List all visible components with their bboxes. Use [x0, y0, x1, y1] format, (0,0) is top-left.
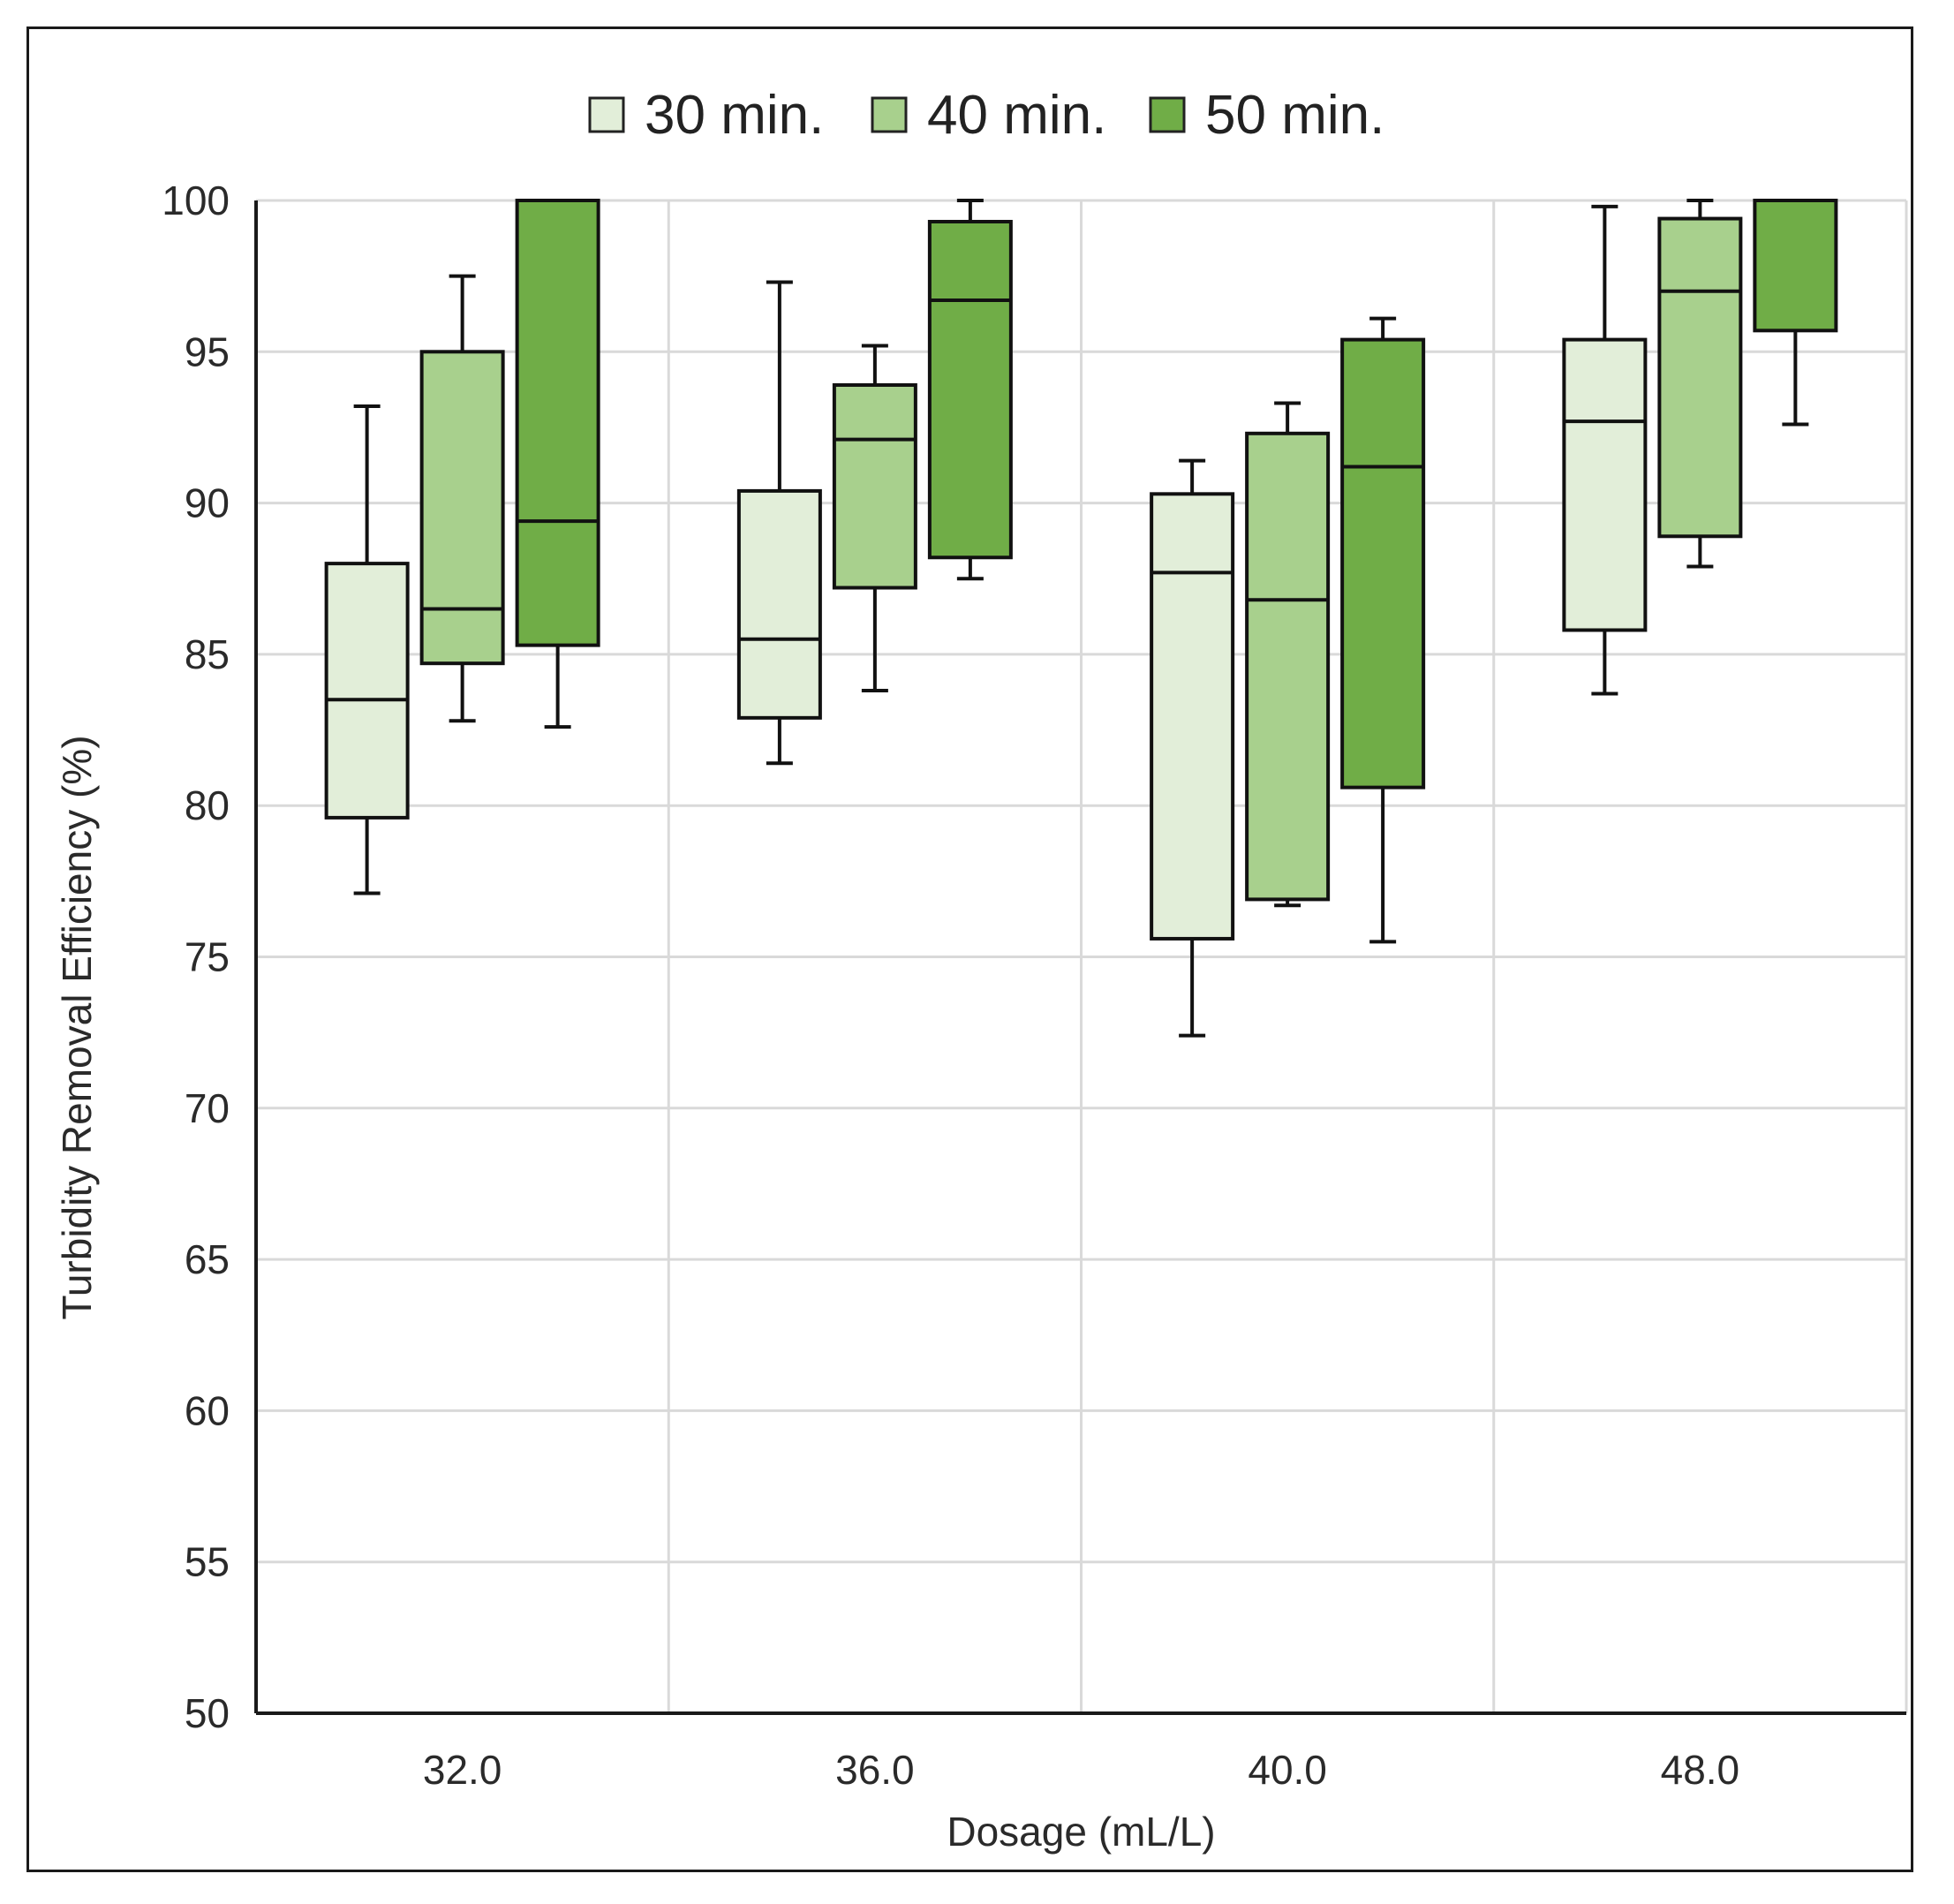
y-tick-label: 50	[185, 1690, 230, 1736]
box-2-36.0	[832, 382, 917, 590]
y-tick-label: 100	[162, 178, 230, 223]
y-tick-label: 55	[185, 1539, 230, 1585]
legend-swatch	[588, 96, 625, 133]
y-tick-label: 95	[185, 329, 230, 374]
x-tick-label: 32.0	[423, 1747, 502, 1793]
y-tick-label: 80	[185, 782, 230, 828]
y-tick-label: 70	[185, 1085, 230, 1131]
box-1-32.0	[324, 562, 410, 820]
box-2-40.0	[1245, 431, 1331, 902]
box-1-40.0	[1150, 492, 1235, 941]
x-tick-label: 36.0	[835, 1747, 915, 1793]
y-tick-label: 60	[185, 1387, 230, 1433]
x-axis-title: Dosage (mL/L)	[947, 1809, 1215, 1855]
box-2-48.0	[1657, 216, 1743, 539]
x-tick-label: 48.0	[1661, 1747, 1740, 1793]
box-1-36.0	[736, 488, 822, 720]
chart-frame: 50 55 60 65 70 75 80 85 90 95 100 32.0 36.0 40.0 48.0 D…	[26, 26, 1913, 1872]
legend-label: 30 min.	[645, 85, 824, 146]
box-2-32.0	[419, 350, 505, 666]
y-axis-title: Turbidity Removal Efficiency (%)	[54, 735, 100, 1319]
x-tick-label: 40.0	[1248, 1747, 1327, 1793]
box-plot-chart: 50 55 60 65 70 75 80 85 90 95 100 32.0 36.0 40.0 48.0 D…	[54, 85, 1908, 1855]
box-3-40.0	[1340, 337, 1426, 790]
box-3-36.0	[927, 219, 1013, 560]
y-tick-label: 75	[185, 934, 230, 980]
legend-label: 50 min.	[1205, 85, 1384, 146]
y-tick-label: 65	[185, 1236, 230, 1282]
box-3-48.0	[1753, 199, 1838, 333]
box-3-32.0	[515, 199, 600, 647]
box-1-48.0	[1562, 337, 1648, 632]
legend-swatch	[1149, 96, 1186, 133]
legend-label: 40 min.	[927, 85, 1106, 146]
y-tick-label: 90	[185, 480, 230, 526]
y-tick-label: 85	[185, 631, 230, 677]
legend-swatch	[871, 96, 908, 133]
